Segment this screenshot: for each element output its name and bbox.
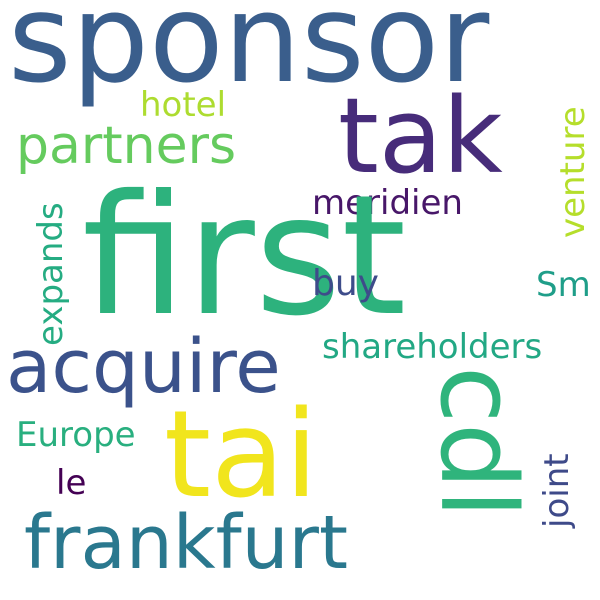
word-sm: Sm xyxy=(536,265,591,305)
word-cdl: cdl xyxy=(417,366,539,519)
word-tak: tak xyxy=(338,75,503,197)
word-buy: buy xyxy=(312,263,379,304)
word-tai: tai xyxy=(164,386,318,525)
word-meridien: meridien xyxy=(312,183,463,223)
word-acquire: acquire xyxy=(6,324,281,410)
word-shareholders: shareholders xyxy=(322,327,543,367)
word-frankfurt: frankfurt xyxy=(24,500,348,586)
word-joint: joint xyxy=(537,453,577,528)
word-venture: venture xyxy=(553,106,593,238)
word-first: first xyxy=(82,160,407,353)
word-hotel: hotel xyxy=(140,85,227,125)
word-le: le xyxy=(56,463,87,503)
word-europe: Europe xyxy=(16,415,136,455)
word-partners: partners xyxy=(16,116,237,176)
word-sponsor: sponsor xyxy=(8,0,490,110)
